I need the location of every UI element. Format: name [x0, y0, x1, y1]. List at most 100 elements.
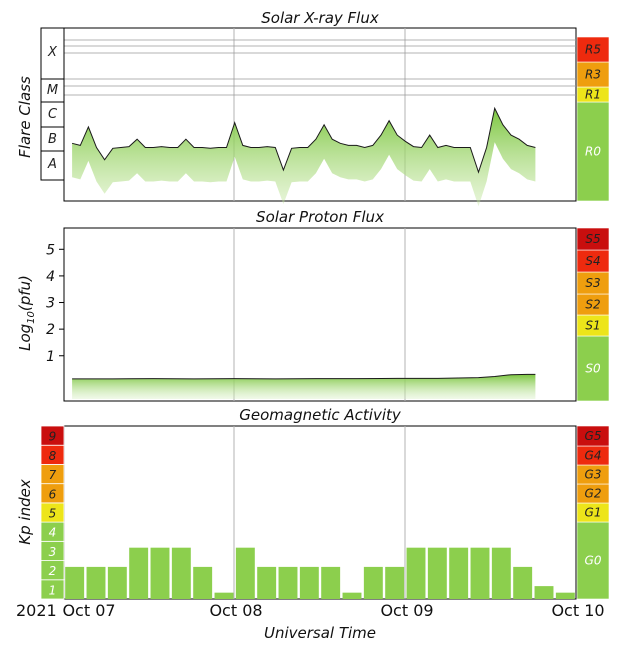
scale-label-r1: R1	[585, 88, 601, 102]
kp-index-scale: 1 2 3 4 5 6 7 8 9	[40, 425, 65, 600]
scale-label-s1: S1	[585, 319, 600, 333]
scale-label-g2: G2	[585, 487, 602, 501]
kp-bar	[555, 592, 575, 599]
kp-scale-label-2: 2	[49, 564, 57, 578]
kp-bar	[65, 566, 85, 599]
xray-ylabel: Flare Class	[16, 76, 34, 158]
scale-label-g0: G0	[585, 554, 602, 568]
scale-band-r5	[576, 36, 610, 63]
kp-bar	[171, 547, 191, 599]
kp-panel: Geomagnetic Activity Kp index 123456789 …	[16, 406, 610, 600]
proton-flux-area	[72, 374, 536, 399]
kp-bar	[406, 547, 426, 599]
kp-scale-label-5: 5	[49, 507, 57, 521]
scale-label-r3: R3	[585, 68, 601, 82]
x-axis-label: Universal Time	[264, 624, 376, 642]
kp-bar	[257, 566, 277, 599]
xray-threshold-lines	[64, 39, 576, 96]
scale-label-g3: G3	[585, 468, 602, 482]
year-label: 2021	[16, 601, 57, 620]
kp-bar	[427, 547, 447, 599]
proton-tick-label: 1	[46, 349, 55, 365]
kp-plot-frame	[63, 425, 577, 600]
proton-plot-frame	[63, 227, 577, 402]
scale-label-g1: G1	[585, 506, 602, 520]
kp-bar	[385, 566, 405, 599]
kp-bar	[363, 566, 383, 599]
proton-flux-line	[72, 373, 536, 380]
scale-label-r5: R5	[585, 43, 601, 57]
kp-bar	[107, 566, 127, 599]
kp-bar	[214, 592, 234, 599]
scale-label-r0: R0	[585, 145, 601, 159]
kp-bar	[150, 547, 170, 599]
proton-title: Solar Proton Flux	[256, 208, 384, 226]
kp-bar	[86, 566, 106, 599]
kp-bar	[470, 547, 490, 599]
kp-scale-label-9: 9	[49, 430, 57, 444]
kp-scale-label-4: 4	[49, 526, 57, 540]
scale-band-g5	[576, 425, 610, 447]
kp-ylabel: Kp index	[16, 479, 34, 545]
proton-tick-label: 2	[46, 322, 55, 338]
kp-geomagnetic-storm-scale: G0 G1 G2 G3 G4 G5	[576, 425, 610, 600]
kp-scale-label-1: 1	[49, 583, 57, 597]
kp-bars	[65, 547, 575, 599]
class-label-b: B	[48, 132, 57, 147]
scale-band-s0	[576, 335, 610, 402]
kp-bar	[129, 547, 149, 599]
scale-label-g4: G4	[585, 449, 602, 463]
class-label-a: A	[47, 157, 57, 172]
scale-label-g5: G5	[585, 429, 602, 443]
kp-scale-label-6: 6	[49, 487, 57, 501]
scale-label-s0: S0	[585, 362, 601, 376]
proton-gridlines	[233, 228, 406, 401]
xray-flux-area	[72, 108, 536, 207]
class-label-m: M	[47, 83, 58, 98]
date-label-oct08: Oct 08	[209, 601, 262, 620]
kp-bar	[449, 547, 469, 599]
time-axis: 2021 Oct 07 Oct 08 Oct 09 Oct 10 Univers…	[16, 601, 605, 642]
class-label-x: X	[47, 45, 58, 60]
proton-tick-label: 3	[46, 296, 55, 312]
kp-bar	[278, 566, 298, 599]
kp-bar	[193, 566, 213, 599]
kp-bar	[235, 547, 255, 599]
xray-flux-line	[71, 106, 536, 174]
scale-label-s3: S3	[585, 276, 600, 290]
kp-bar	[491, 547, 511, 599]
kp-scale-label-7: 7	[49, 468, 57, 482]
kp-scale-label-8: 8	[49, 449, 57, 463]
kp-title: Geomagnetic Activity	[239, 406, 402, 424]
class-label-c: C	[48, 107, 58, 122]
proton-ylabel: Log10(pfu)	[16, 275, 37, 351]
kp-bar	[342, 592, 362, 599]
kp-bar	[321, 566, 341, 599]
xray-radio-scale: R0 R1 R3 R5	[576, 36, 610, 202]
xray-title: Solar X-ray Flux	[261, 9, 379, 27]
kp-scale-label-3: 3	[49, 545, 57, 559]
kp-bar	[513, 566, 533, 599]
scale-band-r3	[576, 61, 610, 88]
scale-label-s4: S4	[585, 254, 600, 268]
scale-band-s5	[576, 227, 610, 251]
kp-bar	[534, 586, 554, 599]
kp-bar	[299, 566, 319, 599]
scale-band-r0	[576, 101, 610, 202]
proton-y-ticks: 1 2 3 4 5	[46, 242, 64, 365]
date-label-oct09: Oct 09	[380, 601, 433, 620]
proton-tick-label: 4	[46, 269, 55, 285]
date-label-oct07: Oct 07	[62, 601, 115, 620]
scale-label-s2: S2	[585, 298, 600, 312]
proton-solar-radiation-scale: S0 S1 S2 S3 S4 S5	[576, 227, 610, 402]
kp-scale-cell-9	[40, 425, 65, 446]
proton-tick-label: 5	[46, 242, 55, 258]
kp-gridlines	[233, 426, 406, 599]
scale-label-s5: S5	[585, 232, 600, 246]
xray-class-boxes	[40, 27, 65, 181]
date-label-oct10: Oct 10	[551, 601, 604, 620]
